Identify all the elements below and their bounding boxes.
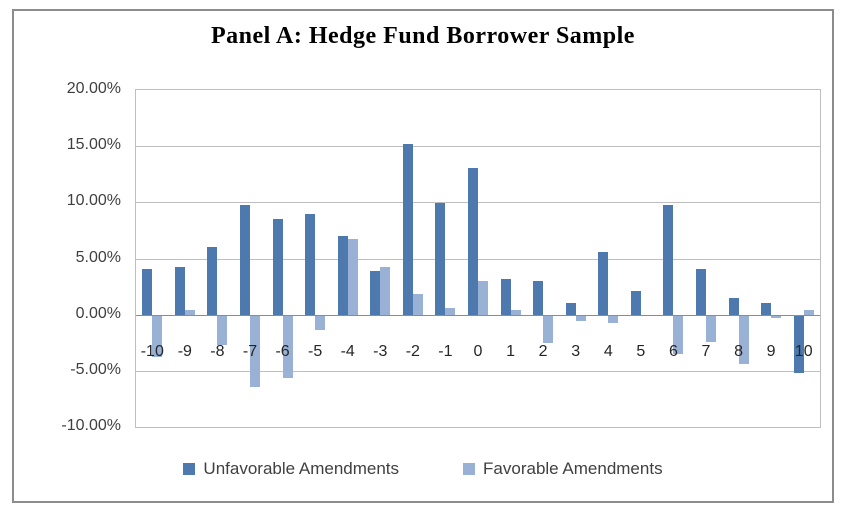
chart-figure: Panel A: Hedge Fund Borrower Sample -10-… [12, 9, 834, 503]
x-tick-label--7: -7 [242, 342, 258, 360]
bar-unfavorable-2 [533, 280, 544, 315]
bar-unfavorable--7 [240, 204, 250, 315]
bar-favorable-1 [510, 310, 521, 315]
bar-unfavorable--6 [272, 219, 283, 315]
x-tick-label--6: -6 [275, 342, 290, 360]
bar-unfavorable--9 [174, 267, 185, 315]
y-tick-label--10: -10.00% [61, 417, 121, 434]
bar-favorable--8 [217, 314, 228, 345]
x-tick-label--5: -5 [308, 342, 323, 360]
gridline-15 [136, 146, 820, 148]
bar-favorable--1 [445, 307, 456, 315]
x-tick-label-7: 7 [701, 342, 711, 360]
bar-favorable-10 [803, 310, 814, 315]
x-tick-label--1: -1 [438, 342, 453, 360]
x-tick-label-4: 4 [603, 342, 613, 360]
bar-favorable--2 [412, 294, 423, 315]
bar-favorable-0 [478, 280, 488, 315]
bar-unfavorable--3 [370, 270, 381, 315]
legend: Unfavorable Amendments Favorable Amendme… [14, 459, 832, 479]
bar-unfavorable--4 [337, 236, 348, 315]
bar-favorable-7 [706, 314, 716, 342]
bar-unfavorable-3 [565, 303, 576, 315]
unfavorable-series-swatch-icon [183, 463, 196, 475]
legend-label-favorable: Favorable Amendments [483, 459, 663, 478]
bar-favorable--10 [152, 314, 163, 358]
bar-favorable--9 [184, 310, 195, 315]
x-tick-label-1: 1 [506, 342, 516, 360]
x-tick-label-5: 5 [636, 342, 646, 360]
bar-unfavorable-4 [598, 251, 609, 315]
x-tick-label-9: 9 [766, 342, 776, 360]
bar-unfavorable--8 [207, 247, 218, 315]
bar-unfavorable--1 [435, 203, 446, 315]
x-tick-label-6: 6 [668, 342, 678, 360]
bar-unfavorable-10 [793, 314, 804, 374]
bar-unfavorable-5 [630, 291, 641, 315]
x-axis-zero-line [136, 314, 820, 316]
x-tick-label--3: -3 [373, 342, 388, 360]
x-tick-label-3: 3 [571, 342, 581, 360]
bar-favorable-8 [738, 314, 749, 365]
y-tick-label-20: 20.00% [66, 80, 121, 97]
plot-area: -10 -9 -8 -7 -6 -5 -4 -3 -2 -1 0 1 2 3 4 5 6 7 8 9 10 [135, 89, 821, 428]
bar-favorable-9 [771, 314, 782, 319]
bar-unfavorable--10 [142, 268, 153, 315]
x-tick-label-2: 2 [538, 342, 548, 360]
y-tick-label-5: 5.00% [75, 248, 121, 266]
bar-unfavorable-0 [468, 167, 478, 315]
bar-unfavorable-9 [761, 303, 772, 315]
x-tick-label--8: -8 [210, 342, 225, 360]
y-tick-label--5: -5.00% [70, 360, 121, 378]
bar-favorable--7 [250, 314, 260, 387]
x-tick-label--10: -10 [140, 342, 164, 360]
bar-favorable-3 [575, 314, 586, 322]
legend-item-favorable: Favorable Amendments [463, 459, 663, 479]
x-tick-label-8: 8 [734, 342, 744, 360]
bar-favorable-6 [673, 314, 684, 354]
gridline-10 [136, 202, 820, 204]
bar-favorable-4 [608, 314, 619, 323]
bar-unfavorable-1 [500, 278, 511, 315]
legend-label-unfavorable: Unfavorable Amendments [203, 459, 400, 478]
y-tick-label-10: 10.00% [66, 192, 121, 210]
legend-item-unfavorable: Unfavorable Amendments [183, 459, 399, 479]
bar-favorable--4 [347, 239, 358, 315]
x-tick-label--9: -9 [177, 342, 192, 360]
gridline--5 [136, 370, 820, 372]
x-tick-label--2: -2 [405, 342, 420, 360]
bar-unfavorable--2 [402, 143, 413, 315]
bar-unfavorable-6 [663, 204, 674, 315]
bar-favorable--6 [282, 314, 293, 378]
y-tick-label-15: 15.00% [66, 136, 121, 154]
gridline-5 [136, 258, 820, 260]
bar-favorable--5 [315, 314, 326, 331]
bar-unfavorable-8 [728, 297, 739, 315]
favorable-series-swatch-icon [463, 463, 476, 475]
bar-unfavorable-7 [696, 268, 706, 315]
x-tick-label--4: -4 [340, 342, 355, 360]
bar-unfavorable--5 [305, 213, 316, 315]
x-tick-label-10: 10 [794, 342, 813, 360]
x-tick-label-0: 0 [473, 342, 483, 360]
y-tick-label-0: 0.00% [75, 304, 121, 322]
bar-favorable--3 [380, 267, 391, 315]
bar-favorable-2 [543, 314, 554, 343]
chart-title: Panel A: Hedge Fund Borrower Sample [211, 23, 635, 49]
